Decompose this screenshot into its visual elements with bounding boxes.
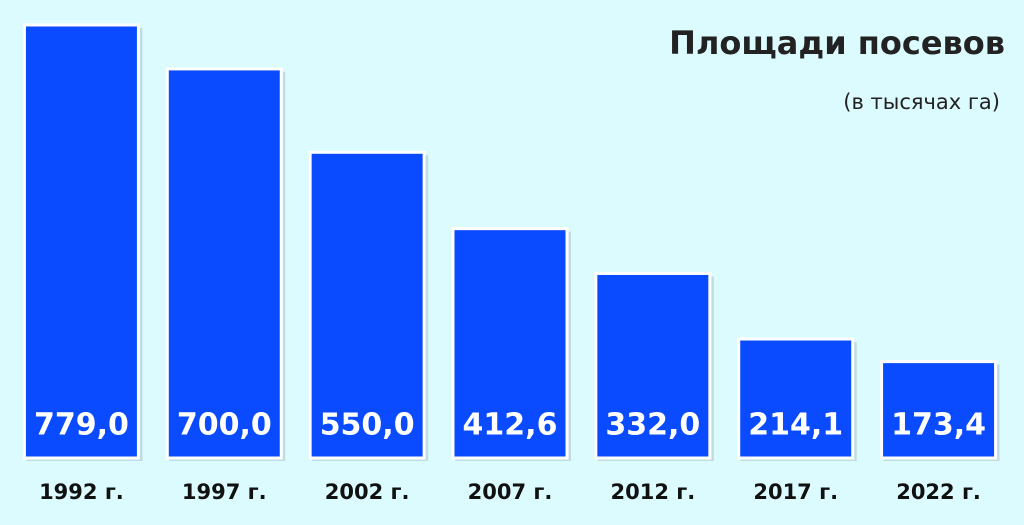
x-tick-label: 2017 г. xyxy=(753,480,838,504)
value-label: 700,0 xyxy=(177,408,272,443)
bar xyxy=(594,271,712,460)
value-label: 332,0 xyxy=(605,408,700,443)
value-label: 412,6 xyxy=(463,408,558,443)
bar xyxy=(737,337,855,460)
bar xyxy=(22,23,140,460)
chart-subtitle: (в тысячах га) xyxy=(843,90,1000,114)
bar xyxy=(880,360,998,460)
bar xyxy=(451,227,569,460)
value-label: 550,0 xyxy=(320,408,415,443)
value-label: 214,1 xyxy=(748,408,843,443)
x-tick-label: 2002 г. xyxy=(325,480,410,504)
value-label: 173,4 xyxy=(891,408,986,443)
bar xyxy=(165,67,283,460)
x-tick-label: 1997 г. xyxy=(182,480,267,504)
x-tick-label: 2022 г. xyxy=(896,480,981,504)
value-label: 779,0 xyxy=(34,408,129,443)
bar xyxy=(308,150,426,460)
x-tick-label: 1992 г. xyxy=(39,480,124,504)
chart-title: Площади посевов xyxy=(669,24,1005,62)
x-tick-label: 2012 г. xyxy=(610,480,695,504)
x-tick-label: 2007 г. xyxy=(468,480,553,504)
